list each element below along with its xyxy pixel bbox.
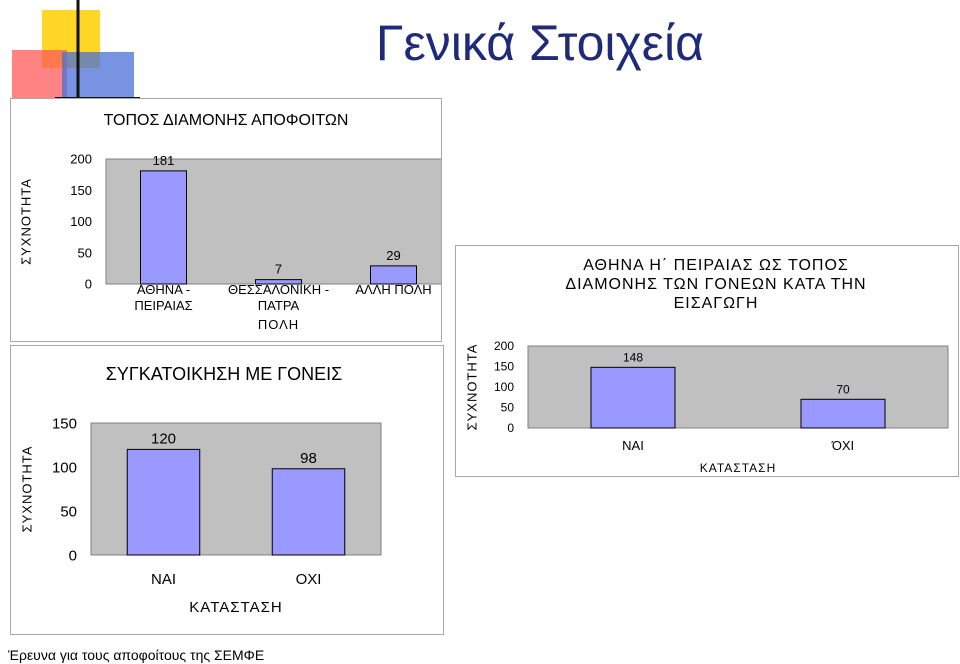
footer-note: Έρευνα για τους αποφοίτους της ΣΕΜΦΕ	[8, 647, 265, 663]
y-axis-label: ΣΥΧΝΟΤΗΤΑ	[19, 446, 34, 533]
chart-title: ΤΟΠΟΣ ΔΙΑΜΟΝΗΣ ΑΠΟΦΟΙΤΩΝ	[104, 112, 349, 129]
y-tick-label: 0	[69, 547, 77, 564]
bar	[271, 468, 346, 556]
data-label: 148	[623, 350, 643, 364]
x-tick-label: ΑΘΗΝΑ -ΠΕΙΡΑΙΑΣ	[134, 282, 192, 313]
y-tick-label: 100	[52, 459, 77, 476]
bar	[800, 398, 886, 429]
decorative-squares	[12, 0, 140, 110]
y-axis-label: ΣΥΧΝΟΤΗΤΑ	[464, 344, 479, 431]
y-tick-label: 50	[60, 503, 77, 520]
data-label: 181	[153, 153, 175, 168]
x-tick-label: ΝΑΙ	[151, 571, 176, 588]
y-tick-label: 150	[52, 415, 77, 432]
data-label: 98	[300, 450, 317, 467]
y-tick-label: 0	[507, 421, 514, 435]
y-tick-label: 100	[494, 380, 514, 394]
data-label: 120	[151, 430, 176, 447]
x-tick-label: ΟΧΙ	[296, 571, 322, 588]
y-tick-label: 100	[70, 214, 92, 229]
chart-title: ΣΥΓΚΑΤΟΙΚΗΣΗ ΜΕ ΓΟΝΕΙΣ	[106, 364, 343, 384]
y-tick-label: 0	[85, 277, 92, 292]
data-label: 7	[275, 262, 282, 277]
bar	[255, 279, 302, 285]
bar	[140, 170, 187, 285]
parents-residence-chart: ΑΘΗΝΑ Η΄ ΠΕΙΡΑΙΑΣ ΩΣ ΤΟΠΟΣ ΔΙΑΜΟΝΗΣ ΤΩΝ Γ…	[464, 257, 949, 475]
bar	[370, 265, 417, 285]
x-axis-label: ΠΟΛΗ	[258, 317, 299, 332]
x-tick-label: ΘΕΣΣΑΛΟΝΙΚΗ -ΠΑΤΡΑ	[228, 282, 329, 313]
x-axis-label: ΚΑΤΑΣΤΑΣΗ	[700, 461, 777, 475]
data-label: 70	[836, 382, 850, 396]
x-axis-label: ΚΑΤΑΣΤΑΣΗ	[189, 599, 282, 616]
x-tick-label: ΑΛΛΗ ΠΟΛΗ	[355, 282, 431, 297]
residence-chart: ΤΟΠΟΣ ΔΙΑΜΟΝΗΣ ΑΠΟΦΟΙΤΩΝ 0 50 100 150 200 ΣΥΧΝ…	[18, 112, 452, 332]
chart-panel-parents-residence: ΑΘΗΝΑ Η΄ ΠΕΙΡΑΙΑΣ ΩΣ ΤΟΠΟΣ ΔΙΑΜΟΝΗΣ ΤΩΝ Γ…	[455, 245, 959, 477]
bar	[126, 448, 201, 556]
bar	[590, 366, 676, 429]
y-tick-label: 150	[494, 360, 514, 374]
y-tick-label: 200	[494, 339, 514, 353]
y-axis-label: ΣΥΧΝΟΤΗΤΑ	[18, 178, 33, 265]
y-tick-label: 50	[78, 245, 92, 260]
y-tick-label: 150	[70, 183, 92, 198]
x-tick-label: ΌΧΙ	[831, 438, 854, 453]
data-label: 29	[386, 248, 400, 263]
y-tick-label: 50	[501, 401, 515, 415]
y-tick-label: 200	[70, 152, 92, 167]
x-tick-label: ΝΑΙ	[622, 438, 644, 453]
chart-title: ΑΘΗΝΑ Η΄ ΠΕΙΡΑΙΑΣ ΩΣ ΤΟΠΟΣ ΔΙΑΜΟΝΗΣ ΤΩΝ Γ…	[565, 257, 866, 312]
chart-panel-cohabitation: ΣΥΓΚΑΤΟΙΚΗΣΗ ΜΕ ΓΟΝΕΙΣ 0 50 100 150 ΣΥΧΝΟΤΗΤΑ…	[10, 345, 444, 635]
chart-panel-residence: ΤΟΠΟΣ ΔΙΑΜΟΝΗΣ ΑΠΟΦΟΙΤΩΝ 0 50 100 150 200 ΣΥΧΝ…	[10, 98, 452, 342]
slide-title: Γενικά Στοιχεία	[375, 15, 705, 71]
cohabitation-chart: ΣΥΓΚΑΤΟΙΚΗΣΗ ΜΕ ΓΟΝΕΙΣ 0 50 100 150 ΣΥΧΝΟΤΗΤΑ…	[19, 364, 382, 616]
